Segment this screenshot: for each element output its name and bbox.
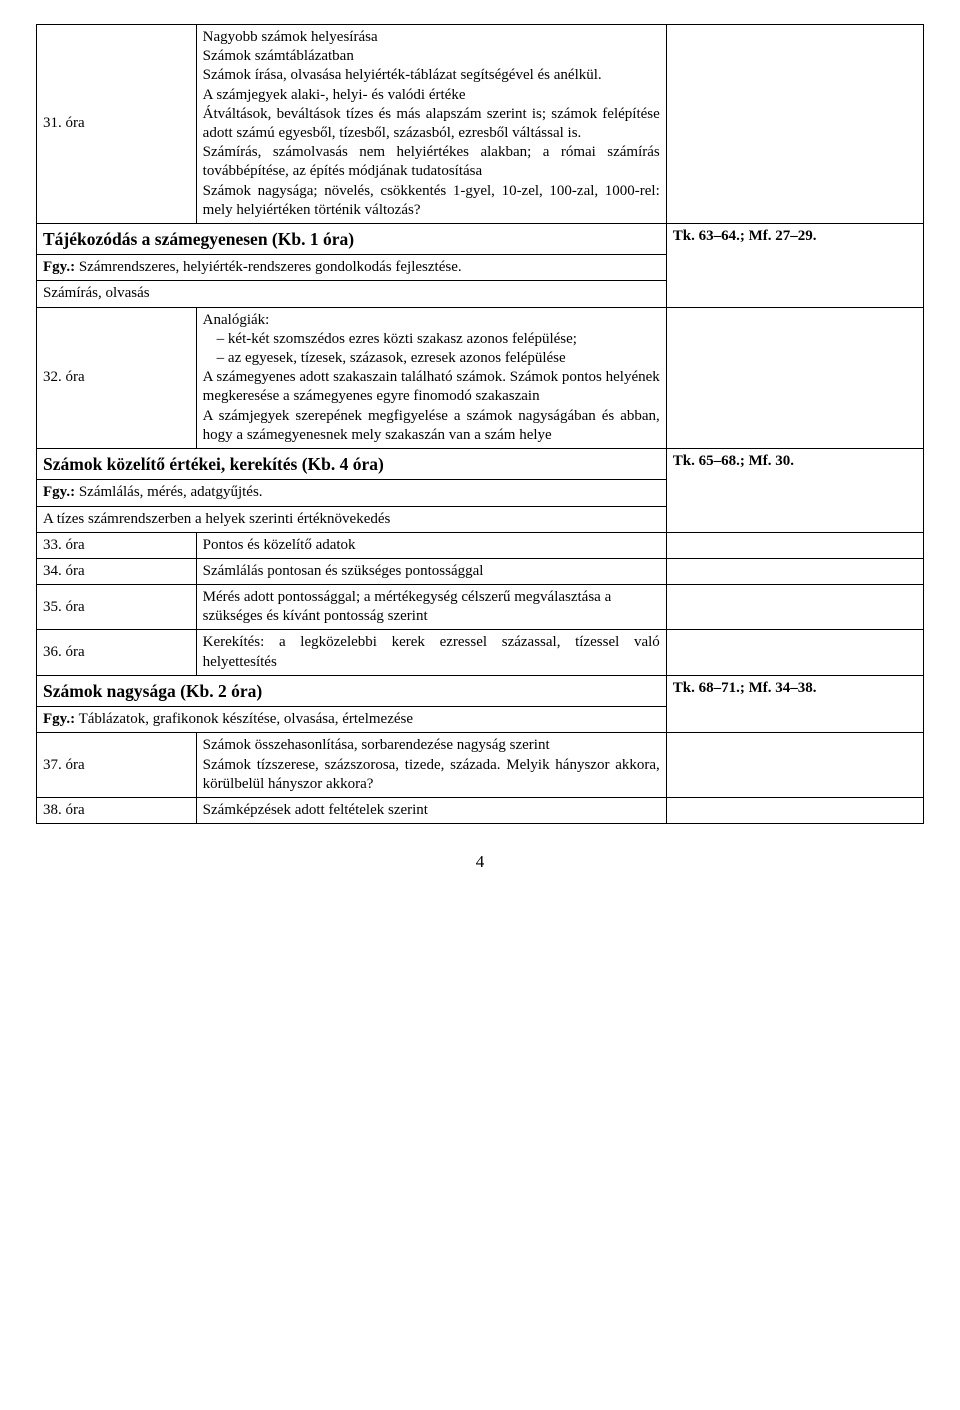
text: Analógiák: <box>203 311 660 330</box>
lesson-32-content: Analógiák: – két-két szomszédos ezres kö… <box>196 307 666 448</box>
fgy-text: Számrendszeres, helyiérték-rendszeres go… <box>75 259 462 275</box>
text: Számok nagysága; növelés, csökkentés 1-g… <box>203 182 660 220</box>
text: Számok tízszerese, százszorosa, tizede, … <box>203 756 660 794</box>
text: Számírás, számolvasás nem helyiértékes a… <box>203 143 660 181</box>
lesson-35-label: 35. óra <box>37 585 197 630</box>
lesson-34-ref <box>666 558 923 584</box>
lesson-31-content: Nagyobb számok helyesírása Számok számtá… <box>196 25 666 224</box>
lesson-34-label: 34. óra <box>37 558 197 584</box>
fgy-text: Számlálás, mérés, adatgyűjtés. <box>75 484 262 500</box>
text: A számjegyek alaki-, helyi- és valódi ér… <box>203 86 660 105</box>
section-a-title: Tájékozódás a számegyenesen (Kb. 1 óra) <box>37 224 666 255</box>
section-b-sub: A tízes számrendszerben a helyek szerint… <box>37 507 666 532</box>
text: Nagyobb számok helyesírása <box>203 28 660 47</box>
page-number: 4 <box>36 852 924 872</box>
lesson-31-label: 31. óra <box>37 25 197 224</box>
section-c-ref: Tk. 68–71.; Mf. 34–38. <box>666 675 923 733</box>
lesson-34-content: Számlálás pontosan és szükséges pontossá… <box>196 558 666 584</box>
lesson-31-ref <box>666 25 923 224</box>
lesson-38-ref <box>666 797 923 823</box>
bullet: – két-két szomszédos ezres közti szakasz… <box>203 330 660 349</box>
section-b-ref: Tk. 65–68.; Mf. 30. <box>666 448 923 532</box>
fgy-label: Fgy.: <box>43 711 75 727</box>
curriculum-table: 31. óra Nagyobb számok helyesírása Számo… <box>36 24 924 824</box>
section-c-title: Számok nagysága (Kb. 2 óra) <box>37 676 666 707</box>
fgy-label: Fgy.: <box>43 484 75 500</box>
section-a-fgy: Fgy.: Számrendszeres, helyiérték-rendsze… <box>37 255 666 281</box>
fgy-label: Fgy.: <box>43 259 75 275</box>
lesson-37-ref <box>666 733 923 798</box>
text: Számok számtáblázatban <box>203 47 660 66</box>
lesson-33-ref <box>666 532 923 558</box>
section-a-sub: Számírás, olvasás <box>37 281 666 306</box>
lesson-33-content: Pontos és közelítő adatok <box>196 532 666 558</box>
lesson-36-ref <box>666 630 923 675</box>
lesson-38-label: 38. óra <box>37 797 197 823</box>
section-a-ref: Tk. 63–64.; Mf. 27–29. <box>666 223 923 307</box>
lesson-37-content: Számok összehasonlítása, sorbarendezése … <box>196 733 666 798</box>
lesson-36-label: 36. óra <box>37 630 197 675</box>
fgy-text: Táblázatok, grafikonok készítése, olvasá… <box>75 711 413 727</box>
lesson-32-ref <box>666 307 923 448</box>
section-b-title: Számok közelítő értékei, kerekítés (Kb. … <box>37 449 666 480</box>
lesson-35-ref <box>666 585 923 630</box>
text: Átváltások, beváltások tízes és más alap… <box>203 105 660 143</box>
lesson-32-label: 32. óra <box>37 307 197 448</box>
section-b-fgy: Fgy.: Számlálás, mérés, adatgyűjtés. <box>37 480 666 506</box>
text: A számjegyek szerepének megfigyelése a s… <box>203 407 660 445</box>
bullet: – az egyesek, tízesek, százasok, ezresek… <box>203 349 660 368</box>
lesson-35-content: Mérés adott pontossággal; a mértékegység… <box>196 585 666 630</box>
lesson-33-label: 33. óra <box>37 532 197 558</box>
lesson-38-content: Számképzések adott feltételek szerint <box>196 797 666 823</box>
text: Számok összehasonlítása, sorbarendezése … <box>203 736 660 755</box>
text: A számegyenes adott szakaszain található… <box>203 368 660 406</box>
lesson-36-content: Kerekítés: a legközelebbi kerek ezressel… <box>196 630 666 675</box>
lesson-37-label: 37. óra <box>37 733 197 798</box>
text: Számok írása, olvasása helyiérték-tábláz… <box>203 66 660 85</box>
section-c-fgy: Fgy.: Táblázatok, grafikonok készítése, … <box>37 707 666 732</box>
